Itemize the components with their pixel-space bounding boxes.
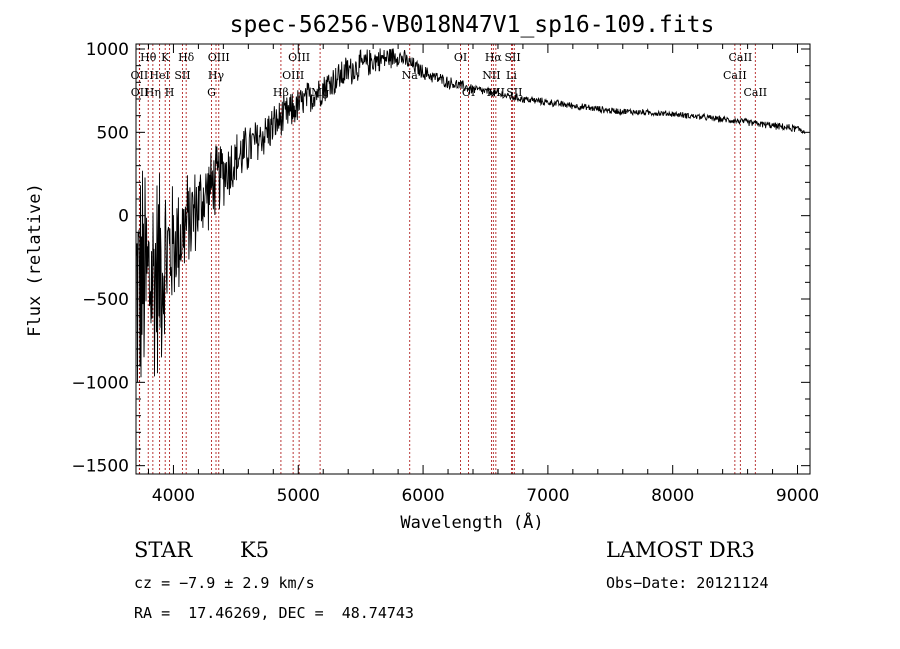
survey-name: LAMOST DR3: [606, 538, 755, 562]
spectral-line-label: OII: [131, 86, 149, 99]
spectrum-layer: [135, 48, 806, 383]
spectral-line-label: Hδ: [178, 51, 195, 64]
object-subclass: K5: [240, 538, 270, 562]
spectral-line-label: OIII: [282, 69, 304, 82]
coordinates: RA = 17.46269, DEC = 48.74743: [134, 604, 414, 622]
y-tick-label: −500: [82, 290, 129, 310]
spectral-line-label: K: [161, 51, 170, 64]
spectrum-trace: [135, 48, 806, 383]
spectral-line-label: OIII: [208, 51, 230, 64]
x-tick-label: 4000: [152, 486, 195, 506]
spectral-line-label: Mg: [311, 86, 329, 99]
spectral-line-label: NII: [482, 69, 500, 82]
object-class: STAR: [134, 538, 193, 562]
plot-frame: [135, 43, 811, 475]
spectral-line-label: HeI: [149, 69, 169, 82]
x-tick-label: 7000: [526, 486, 569, 506]
spectral-line-label: CaII: [743, 86, 767, 99]
y-tick-label: 0: [118, 207, 129, 227]
x-tick-label: 6000: [401, 486, 444, 506]
spectral-line-label: CaII: [729, 51, 753, 64]
spectral-line-label: SII: [504, 51, 520, 64]
spectral-line-label: OIII: [288, 51, 310, 64]
spectral-line-label: SII: [174, 69, 190, 82]
observation-date: Obs−Date: 20121124: [606, 574, 769, 592]
axis-ticks: 4000 5000 6000 7000 8000 9000 −1500 −1000 −500 0 5…: [71, 40, 819, 506]
spectral-line-label: Hα: [485, 51, 503, 64]
spectral-line-label: Hθ: [140, 51, 157, 64]
x-axis-label: Wavelength (Å): [400, 511, 543, 533]
spectral-line-label: NII: [487, 86, 505, 99]
spectral-line-label: OI: [462, 86, 475, 99]
spectral-line-label: OI: [454, 51, 467, 64]
spectral-line-label: G: [207, 86, 216, 99]
spectral-line-label: OII: [131, 69, 149, 82]
chart-title: spec-56256-VB018N47V1_sp16-109.fits: [230, 12, 715, 38]
x-tick-label: 8000: [651, 486, 694, 506]
y-tick-label: −1000: [71, 373, 129, 393]
x-tick-label: 9000: [776, 486, 819, 506]
spectral-line-label: SII: [506, 86, 522, 99]
spectral-line-label: Hβ: [273, 86, 289, 99]
spectral-line-label: Hγ: [208, 69, 225, 82]
y-axis-label: Flux (relative): [25, 183, 45, 337]
y-tick-label: 500: [97, 123, 129, 143]
spectral-line-label: CaII: [723, 69, 747, 82]
y-tick-label: −1500: [71, 457, 129, 477]
x-tick-label: 5000: [277, 486, 320, 506]
y-tick-label: 1000: [86, 40, 129, 60]
spectral-lines-layer: [138, 44, 756, 474]
spectral-line-label: Hη: [145, 86, 161, 99]
spectral-line-label: Li: [506, 69, 517, 82]
spectral-line-label: H: [165, 86, 175, 99]
redshift-velocity: cz = −7.9 ± 2.9 km/s: [134, 574, 315, 592]
spectral-line-label: Na: [402, 69, 419, 82]
